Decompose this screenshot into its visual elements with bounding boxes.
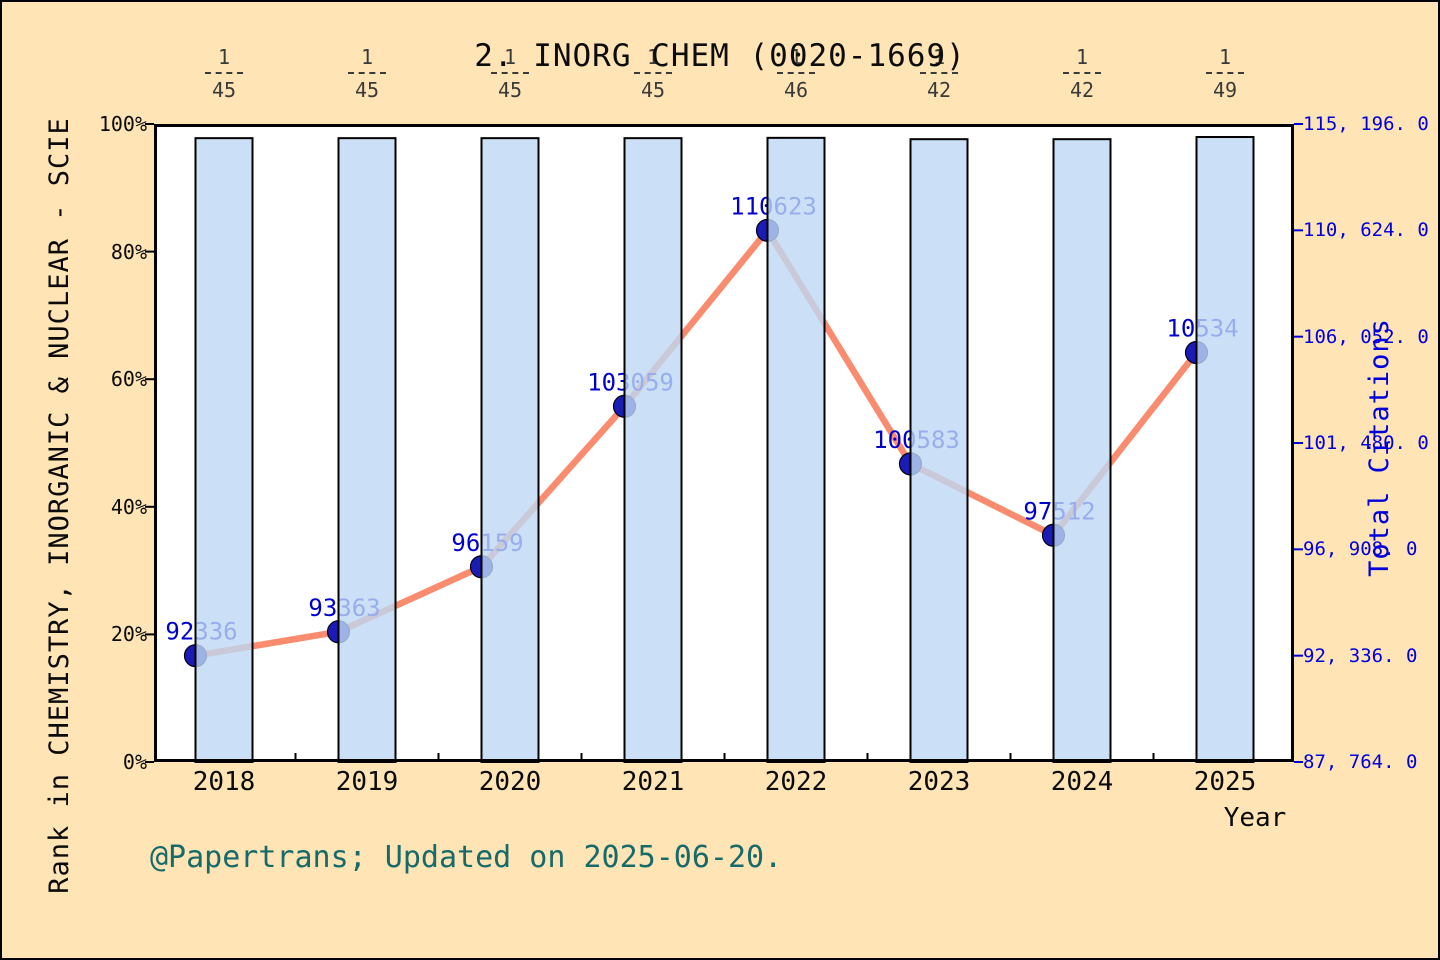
rank-percentile-bar bbox=[337, 137, 397, 764]
right-axis-tick-label: 92, 336. 0 bbox=[1303, 644, 1418, 667]
rank-fraction-denominator: 45 bbox=[354, 78, 380, 102]
rank-fraction-denominator: 45 bbox=[211, 78, 237, 102]
left-axis-title: Rank in CHEMISTRY, INORGANIC & NUCLEAR -… bbox=[43, 116, 75, 894]
rank-fraction-numerator: 1 bbox=[789, 45, 803, 69]
x-axis-tick-label: 2023 bbox=[907, 767, 971, 797]
rank-fraction-denominator: 49 bbox=[1212, 78, 1238, 102]
rank-percentile-bar bbox=[766, 136, 826, 763]
rank-fraction: 1 42 bbox=[1042, 46, 1122, 101]
left-axis-tick-label: 60% bbox=[110, 367, 147, 392]
left-axis-tick-label: 20% bbox=[110, 622, 147, 647]
rank-percentile-bar bbox=[480, 137, 540, 764]
plot-frame bbox=[154, 124, 1294, 762]
rank-fraction-numerator: 1 bbox=[503, 45, 517, 69]
rank-fraction-denominator: 45 bbox=[640, 78, 666, 102]
rank-fraction: 1 45 bbox=[470, 46, 550, 101]
right-axis-tick-label: 87, 764. 0 bbox=[1303, 751, 1418, 773]
right-axis-tick-label: 110, 624. 0 bbox=[1303, 219, 1429, 242]
rank-fraction-denominator: 42 bbox=[926, 78, 952, 102]
rank-fraction-divider bbox=[348, 72, 386, 74]
rank-fraction-numerator: 1 bbox=[360, 45, 374, 69]
rank-fraction-denominator: 42 bbox=[1069, 78, 1095, 102]
rank-fraction: 1 45 bbox=[327, 46, 407, 101]
rank-fraction: 1 49 bbox=[1185, 46, 1265, 101]
rank-fraction-divider bbox=[1206, 72, 1244, 74]
rank-fraction-divider bbox=[634, 72, 672, 74]
rank-fraction-denominator: 45 bbox=[497, 78, 523, 102]
rank-percentile-bar bbox=[1195, 136, 1255, 763]
rank-percentile-bar bbox=[194, 137, 254, 764]
left-axis-tick-label: 100% bbox=[98, 112, 147, 136]
right-axis-tick-label: 96, 908. 0 bbox=[1303, 538, 1418, 561]
rank-fraction: 1 46 bbox=[756, 46, 836, 101]
x-axis-tick-label: 2024 bbox=[1050, 767, 1114, 797]
rank-percentile-bar bbox=[909, 138, 969, 764]
rank-fraction-divider bbox=[1063, 72, 1101, 74]
right-axis-tick-label: 101, 480. 0 bbox=[1303, 432, 1429, 454]
x-axis-tick-label: 2021 bbox=[621, 767, 685, 797]
rank-fraction-numerator: 1 bbox=[646, 45, 660, 69]
rank-fraction-numerator: 1 bbox=[1075, 45, 1089, 69]
chart-title: 2. INORG CHEM (0020-1669) bbox=[474, 38, 966, 74]
rank-fraction-divider bbox=[205, 72, 243, 74]
left-axis-tick-label: 80% bbox=[110, 239, 147, 264]
left-axis-tick-label: 0% bbox=[122, 750, 147, 774]
right-axis-tick-label: 106, 052. 0 bbox=[1303, 325, 1429, 348]
x-axis-tick-label: 2022 bbox=[764, 767, 828, 797]
rank-percentile-bar bbox=[623, 137, 683, 764]
rank-fraction-denominator: 46 bbox=[783, 78, 809, 102]
rank-fraction-divider bbox=[920, 72, 958, 74]
x-axis-tick-label: 2025 bbox=[1193, 767, 1257, 797]
rank-fraction: 1 45 bbox=[613, 46, 693, 101]
x-axis-tick-label: 2020 bbox=[478, 767, 542, 797]
x-axis-tick-label: 2018 bbox=[192, 767, 256, 797]
right-axis-tick-label: 115, 196. 0 bbox=[1303, 113, 1429, 135]
rank-fraction-divider bbox=[777, 72, 815, 74]
rank-fraction-numerator: 1 bbox=[217, 45, 231, 69]
rank-fraction-divider bbox=[491, 72, 529, 74]
credit-text: @Papertrans; Updated on 2025-06-20. bbox=[150, 840, 783, 875]
rank-fraction-numerator: 1 bbox=[932, 45, 946, 69]
rank-percentile-bar bbox=[1052, 138, 1112, 764]
right-axis-title: Total Citations bbox=[1363, 317, 1395, 577]
x-axis-title: Year bbox=[1223, 803, 1287, 833]
rank-fraction: 1 45 bbox=[184, 46, 264, 101]
x-axis-tick-label: 2019 bbox=[335, 767, 399, 797]
rank-fraction: 1 42 bbox=[899, 46, 979, 101]
rank-fraction-numerator: 1 bbox=[1218, 45, 1232, 69]
left-axis-tick-label: 40% bbox=[110, 494, 147, 519]
